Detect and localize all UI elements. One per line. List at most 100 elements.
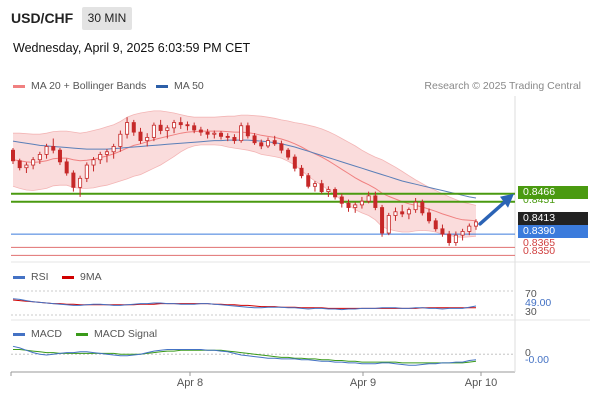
candle-body <box>346 202 351 208</box>
candle-body <box>339 196 344 204</box>
ma20-line <box>12 130 477 222</box>
candle-body <box>91 159 96 166</box>
candle-body <box>178 122 183 126</box>
candle-body <box>312 183 317 187</box>
price-label-level2: 0.8451 <box>523 194 556 206</box>
candle-body <box>272 140 277 145</box>
candle-body <box>165 127 170 131</box>
chart-datetime: Wednesday, April 9, 2025 6:03:59 PM CET <box>13 41 251 55</box>
candle-body <box>386 215 391 234</box>
candle-body <box>84 164 89 179</box>
candle-body <box>24 164 29 169</box>
candle-body <box>71 172 76 188</box>
candle-body <box>172 122 177 129</box>
candle-body <box>353 204 358 208</box>
legend-ma50: MA 50 <box>156 80 204 92</box>
legend-macd-signal: MACD Signal <box>76 328 157 340</box>
rsi-line <box>12 298 477 311</box>
candle-body <box>433 220 438 230</box>
candle-body <box>380 207 385 234</box>
candle-body <box>158 124 163 131</box>
candle-body <box>198 129 203 133</box>
candle-body <box>326 189 331 193</box>
candle-body <box>265 140 270 147</box>
candle-body <box>453 234 458 243</box>
legend-macd-swatch <box>13 332 25 336</box>
macd-line <box>12 345 477 366</box>
legend-rsi-ma: 9MA <box>62 271 102 283</box>
candle-body <box>219 132 224 137</box>
price-label-pivot: 0.8390 <box>518 225 588 238</box>
legend-rsi-ma-swatch <box>62 275 74 279</box>
candle-body <box>286 149 291 158</box>
legend-rsi-label: RSI <box>31 271 49 283</box>
candle-body <box>239 125 244 142</box>
candle-body <box>192 125 197 131</box>
candle-body <box>212 132 217 135</box>
legend-rsi-swatch <box>13 275 25 279</box>
candle-body <box>306 175 311 187</box>
projection-arrow-shaft <box>478 200 506 226</box>
rsi-level-lower: 30 <box>525 306 537 318</box>
legend-macd-label: MACD <box>31 328 62 340</box>
candle-body <box>17 160 22 169</box>
price-label-target: 0.8466 <box>518 186 588 199</box>
candle-body <box>319 183 324 193</box>
candle-body <box>37 154 42 161</box>
bollinger-lower-line <box>12 144 477 238</box>
candle-body <box>138 131 143 142</box>
candle-body <box>400 211 405 215</box>
candle-body <box>299 167 304 177</box>
legend-ma50-label: MA 50 <box>174 80 204 92</box>
candle-body <box>245 125 250 137</box>
candle-body <box>366 195 371 202</box>
price-label-support1: 0.8365 <box>523 237 556 249</box>
timeframe-button[interactable]: 30 MIN <box>82 7 132 30</box>
candle-body <box>111 146 116 153</box>
x-label-apr9: Apr 9 <box>349 377 377 389</box>
candle-body <box>31 159 36 166</box>
legend-macd: MACD <box>13 328 62 340</box>
bollinger-upper-line <box>13 110 477 206</box>
candle-body <box>205 131 210 135</box>
candle-body <box>473 221 478 227</box>
candle-body <box>427 212 432 222</box>
legend-rsi-ma-label: 9MA <box>80 271 102 283</box>
candle-body <box>259 142 264 147</box>
candle-body <box>460 231 465 236</box>
candle-body <box>467 225 472 232</box>
candle-body <box>151 124 156 138</box>
candle-body <box>447 233 452 243</box>
candle-body <box>413 201 418 211</box>
candle-body <box>333 189 338 198</box>
legend-macd-signal-label: MACD Signal <box>94 328 158 340</box>
macd-signal-line <box>13 349 477 364</box>
price-label-last: 0.8413 <box>518 212 588 225</box>
candle-body <box>44 146 49 155</box>
candle-body <box>98 154 103 161</box>
candle-body <box>64 161 69 174</box>
candle-body <box>393 211 398 216</box>
bollinger-band <box>13 110 476 238</box>
candle-body <box>406 209 411 215</box>
candle-body <box>57 149 62 163</box>
candle-body <box>125 122 130 135</box>
candle-body <box>145 137 150 142</box>
candle-body <box>292 156 297 169</box>
candle-body <box>440 228 445 235</box>
macd-zero-label: 0 <box>525 347 531 359</box>
rsi-level-upper: 70 <box>525 288 537 300</box>
credit-text: Research © 2025 Trading Central <box>424 80 581 92</box>
symbol-title: USD/CHF <box>11 10 74 26</box>
macd-current-value: -0.00 <box>525 354 549 366</box>
legend-ma50-swatch <box>156 84 168 88</box>
projection-arrow-head <box>500 193 514 208</box>
candle-body <box>420 201 425 214</box>
legend-ma20-label: MA 20 + Bollinger Bands <box>31 80 147 92</box>
rsi-current-value: 49.00 <box>525 297 552 309</box>
candle-body <box>225 135 230 138</box>
candle-body <box>185 124 190 127</box>
x-label-apr8: Apr 8 <box>176 377 204 389</box>
candle-body <box>10 149 15 162</box>
